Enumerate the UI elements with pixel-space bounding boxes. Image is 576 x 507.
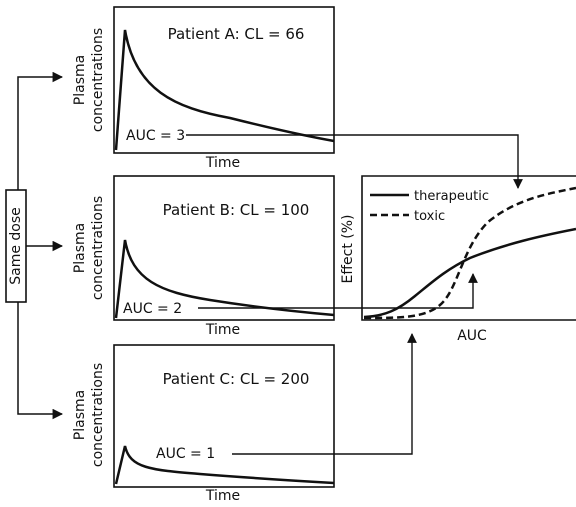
patient-c-curve <box>114 445 335 485</box>
patient-a-frame <box>113 6 335 154</box>
patient-a-panel: Patient A: CL = 66 AUC = 3 Plasma concen… <box>72 6 335 171</box>
patient-a-ylabel-line1: Plasma <box>72 55 88 105</box>
effect-ylabel: Effect (%) <box>340 215 356 284</box>
toxic-curve <box>363 186 576 320</box>
connector-auc-3 <box>186 134 523 189</box>
connector-auc-1 <box>232 333 417 455</box>
patient-a-xlabel: Time <box>205 155 240 171</box>
dose-label: Same dose <box>8 207 24 285</box>
patient-a-ylabel-line2: concentrations <box>90 28 106 132</box>
patient-a-auc-label: AUC = 3 <box>126 128 185 144</box>
effect-frame <box>361 175 576 321</box>
patient-b-frame <box>113 175 335 321</box>
patient-c-ylabel-line2: concentrations <box>90 363 106 467</box>
dose-group: Same dose <box>5 71 64 420</box>
connector-auc-2 <box>198 273 478 309</box>
patient-b-xlabel: Time <box>205 322 240 338</box>
patient-a-curve <box>114 29 335 151</box>
patient-b-auc-label: AUC = 2 <box>123 301 182 317</box>
patient-b-ylabel-line1: Plasma <box>72 223 88 273</box>
patient-a-title: Patient A: CL = 66 <box>168 25 305 43</box>
arrow-to-patient-a <box>17 71 64 190</box>
patient-c-title: Patient C: CL = 200 <box>163 370 310 388</box>
patient-b-panel: Patient B: CL = 100 AUC = 2 Plasma conce… <box>72 175 335 338</box>
patient-c-panel: Patient C: CL = 200 AUC = 1 Plasma conce… <box>72 344 335 504</box>
therapeutic-curve <box>363 227 576 319</box>
patient-c-ylabel-line1: Plasma <box>72 390 88 440</box>
patient-c-frame <box>113 344 335 488</box>
legend-therapeutic-label: therapeutic <box>414 189 489 204</box>
effect-panel: Effect (%) AUC therapeutic toxic <box>340 175 576 344</box>
patient-b-curve <box>114 239 335 319</box>
patient-c-auc-label: AUC = 1 <box>156 446 215 462</box>
legend-toxic-label: toxic <box>414 209 445 224</box>
patient-b-title: Patient B: CL = 100 <box>163 201 310 219</box>
patient-c-xlabel: Time <box>205 488 240 504</box>
effect-xlabel: AUC <box>457 328 487 344</box>
arrow-to-patient-c <box>17 302 64 420</box>
patient-b-ylabel-line2: concentrations <box>90 196 106 300</box>
